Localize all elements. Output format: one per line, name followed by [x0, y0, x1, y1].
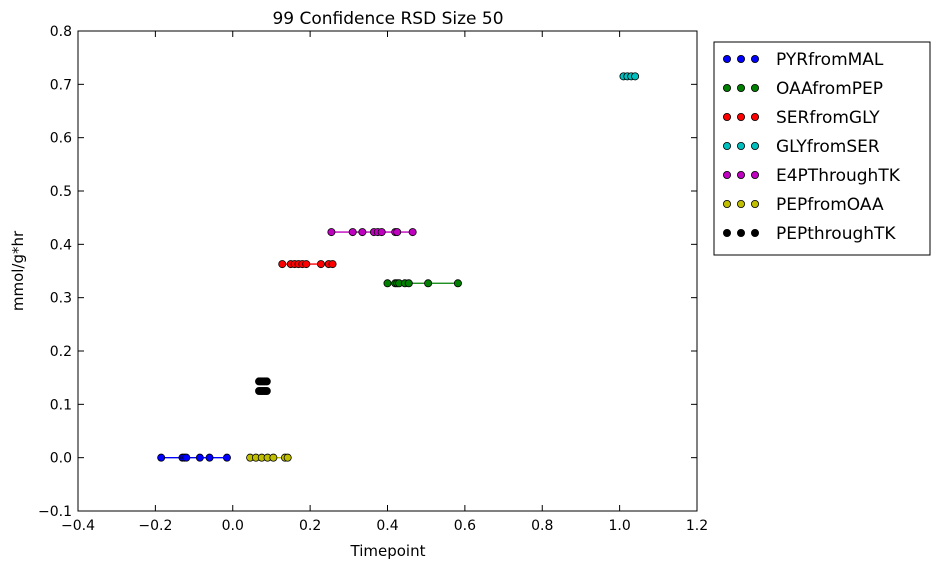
x-tick-label: −0.4: [61, 518, 95, 534]
plot-area: [157, 72, 640, 462]
legend-marker: [751, 84, 760, 93]
legend-marker: [751, 199, 760, 208]
data-point: [222, 453, 231, 462]
x-axis: −0.4 −0.2 0.0 0.2 0.4 0.6 0.8 1.0 1.2: [61, 31, 708, 534]
legend-entry: PYRfromMAL: [723, 50, 884, 70]
series-PEPfromOAA: [246, 453, 292, 462]
legend-marker: [723, 170, 732, 179]
x-axis-title: Timepoint: [350, 542, 426, 560]
data-point: [348, 228, 357, 237]
y-tick-label: 0.5: [50, 184, 72, 200]
data-point: [316, 260, 325, 269]
data-point: [278, 260, 287, 269]
legend-marker: [723, 55, 732, 64]
legend-marker: [737, 84, 746, 93]
series-GLYfromSER: [619, 72, 640, 81]
x-tick-label: 1.2: [686, 518, 708, 534]
legend-label: SERfromGLY: [776, 108, 880, 128]
legend-marker: [737, 141, 746, 150]
data-point: [302, 260, 311, 269]
y-tick-label: 0.6: [50, 131, 72, 147]
legend-label: PYRfromMAL: [776, 50, 884, 70]
chart-title: 99 Confidence RSD Size 50: [272, 9, 503, 29]
data-point: [453, 279, 462, 288]
y-tick-label: 0.7: [50, 77, 72, 93]
data-point: [205, 453, 214, 462]
y-tick-label: 0.0: [50, 451, 72, 467]
data-point: [358, 228, 367, 237]
y-tick-label: 0.2: [50, 344, 72, 360]
legend-entry: PEPfromOAA: [723, 195, 884, 215]
series-SERfromGLY: [278, 260, 337, 269]
series-OAAfromPEP: [383, 279, 462, 288]
data-point: [262, 377, 271, 386]
y-tick-label: 0.4: [50, 237, 72, 253]
legend-entry: PEPthroughTK: [723, 224, 896, 244]
legend-label: E4PThroughTK: [776, 166, 901, 186]
x-tick-label: −0.2: [138, 518, 172, 534]
y-tick-label: −0.1: [38, 504, 72, 520]
data-point: [393, 228, 402, 237]
y-tick-label: 0.1: [50, 397, 72, 413]
data-point: [328, 260, 337, 269]
legend-marker: [737, 113, 746, 122]
x-tick-label: 0.8: [531, 518, 553, 534]
legend-label: GLYfromSER: [776, 137, 880, 157]
legend-marker: [751, 55, 760, 64]
legend-marker: [751, 170, 760, 179]
data-point: [283, 453, 292, 462]
data-point: [377, 228, 386, 237]
y-tick-label: 0.3: [50, 291, 72, 307]
x-tick-label: 0.2: [299, 518, 321, 534]
series-PEPthroughTK: [255, 377, 271, 395]
data-point: [269, 453, 278, 462]
data-point: [408, 228, 417, 237]
legend-marker: [737, 199, 746, 208]
legend-label: PEPthroughTK: [776, 224, 896, 244]
legend-entry: OAAfromPEP: [723, 79, 883, 99]
x-tick-label: 0.6: [454, 518, 476, 534]
data-point: [383, 279, 392, 288]
legend-marker: [751, 113, 760, 122]
y-tick-label: 0.8: [50, 24, 72, 40]
y-axis-title: mmol/g*hr: [9, 230, 27, 311]
legend-marker: [723, 84, 732, 93]
legend-marker: [723, 113, 732, 122]
legend-label: PEPfromOAA: [776, 195, 884, 215]
data-point: [182, 453, 191, 462]
legend-marker: [723, 199, 732, 208]
legend-marker: [723, 141, 732, 150]
data-point: [157, 453, 166, 462]
x-tick-label: 0.4: [376, 518, 398, 534]
legend-box: [713, 41, 931, 256]
legend-marker: [737, 170, 746, 179]
series-PYRfromMAL: [157, 453, 231, 462]
legend-entry: SERfromGLY: [723, 108, 880, 128]
data-point: [631, 72, 640, 81]
legend-marker: [751, 228, 760, 237]
data-point: [195, 453, 204, 462]
plot-frame: [77, 30, 698, 512]
data-point: [404, 279, 413, 288]
legend-marker: [751, 141, 760, 150]
legend-marker: [737, 228, 746, 237]
legend-label: OAAfromPEP: [776, 79, 883, 99]
x-tick-label: 1.0: [608, 518, 630, 534]
legend-entry: E4PThroughTK: [723, 166, 901, 186]
legend-marker: [723, 228, 732, 237]
legend-marker: [737, 55, 746, 64]
data-point: [327, 228, 336, 237]
x-tick-label: 0.0: [222, 518, 244, 534]
series-E4PThroughTK: [327, 228, 417, 237]
legend-entry: GLYfromSER: [723, 137, 880, 157]
legend: PYRfromMAL OAAfromPEP SERfromGLY GLYfromSER…: [713, 41, 931, 256]
data-point: [424, 279, 433, 288]
data-point: [262, 386, 271, 395]
y-axis: −0.1 0.0 0.1 0.2 0.3 0.4 0.5 0.6 0.7 0.8: [38, 24, 697, 520]
